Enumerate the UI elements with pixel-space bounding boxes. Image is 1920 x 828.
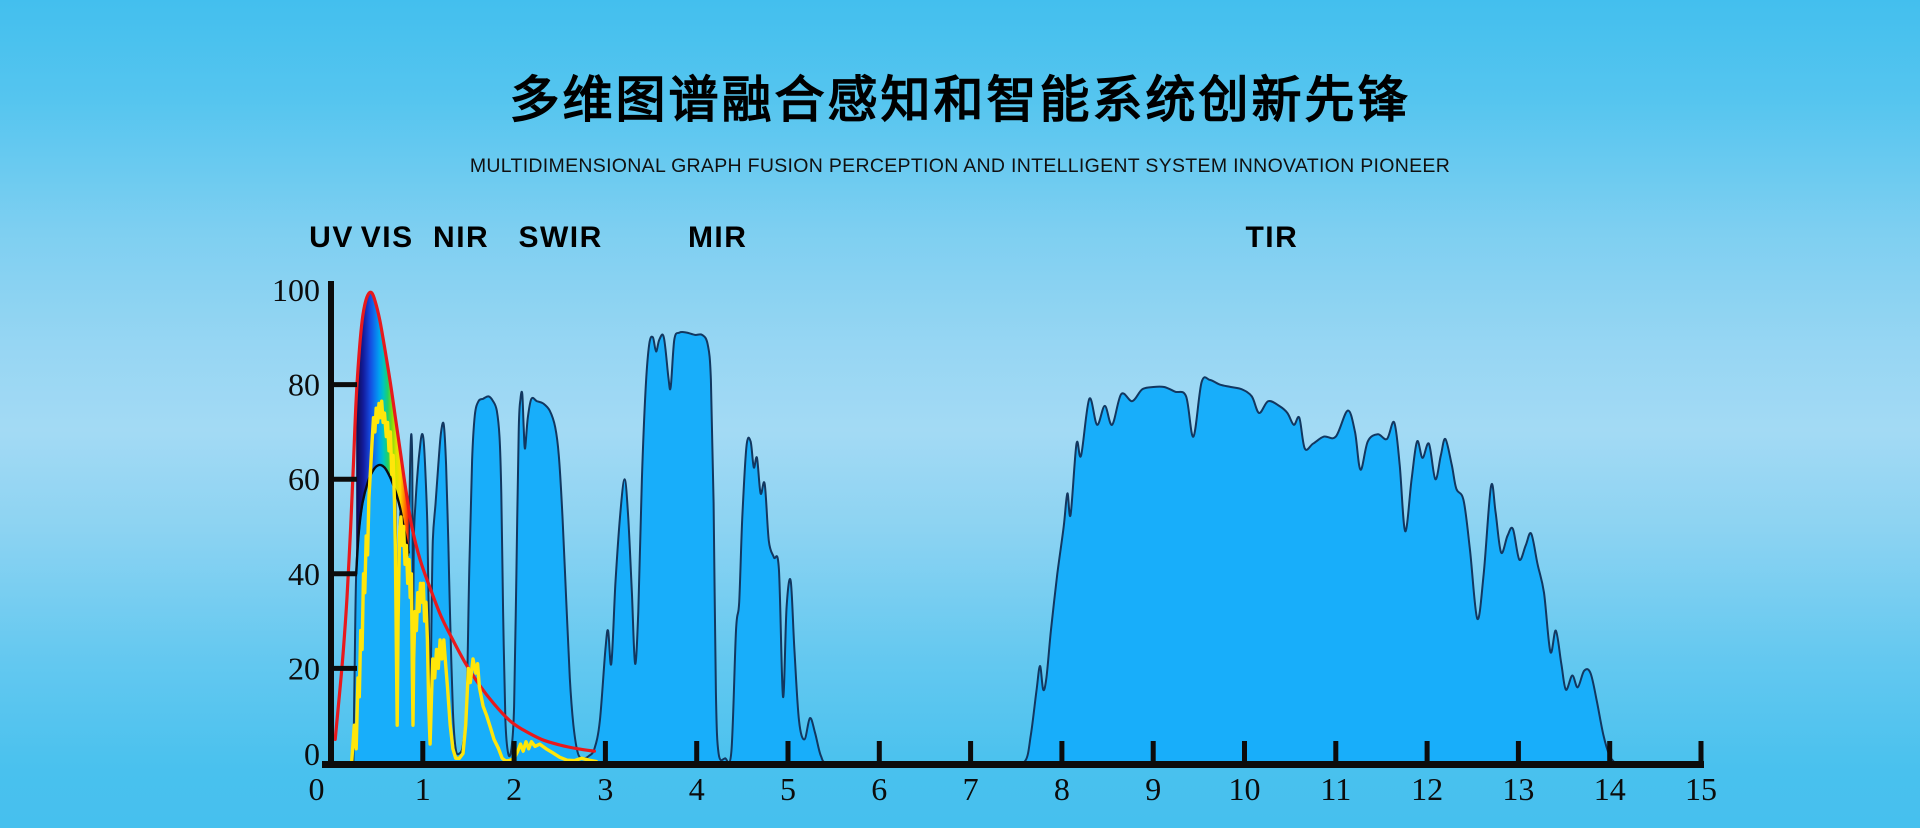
x-tick-label: 2 xyxy=(506,771,522,807)
band-label-swir: SWIR xyxy=(518,221,602,254)
y-tick-label: 60 xyxy=(288,461,320,497)
y-tick-label: 40 xyxy=(288,556,320,592)
y-tick-label: 20 xyxy=(288,650,320,686)
x-tick-label: 7 xyxy=(963,771,979,807)
blackbody-curve xyxy=(333,290,596,753)
band-label-tir: TIR xyxy=(1245,221,1298,254)
x-tick-label: 3 xyxy=(597,771,613,807)
x-tick-label: 6 xyxy=(871,771,887,807)
subtitle: MULTIDIMENSIONAL GRAPH FUSION PERCEPTION… xyxy=(469,155,1451,177)
band-labels: UV VIS NIR SWIR MIR TIR xyxy=(309,221,1298,254)
x-tick-label: 13 xyxy=(1502,771,1534,807)
x-tick-label: 4 xyxy=(689,771,705,807)
main-title: 多维图谱融合感知和智能系统创新先锋 xyxy=(509,72,1411,128)
x-tick-label: 5 xyxy=(780,771,796,807)
x-tick-label: 10 xyxy=(1229,771,1261,807)
x-tick-label: 14 xyxy=(1594,771,1626,807)
x-tick-label: 11 xyxy=(1320,771,1351,807)
band-label-vis: VIS xyxy=(361,221,414,254)
x-tick-label: 1 xyxy=(415,771,431,807)
x-tick-label: 15 xyxy=(1685,771,1717,807)
visible-spectrum-band xyxy=(356,292,409,574)
band-label-uv: UV xyxy=(309,221,354,254)
x-tick-label: 8 xyxy=(1054,771,1070,807)
x-tick-label: 9 xyxy=(1145,771,1161,807)
y-tick-label: 100 xyxy=(272,272,320,308)
band-label-nir: NIR xyxy=(433,221,489,254)
x-tick-label: 0 xyxy=(309,771,325,807)
band-label-mir: MIR xyxy=(688,221,748,254)
solar-irradiance-curve xyxy=(349,399,598,765)
y-tick-label: 0 xyxy=(304,736,320,772)
y-tick-label: 80 xyxy=(288,367,320,403)
x-tick-label: 12 xyxy=(1411,771,1443,807)
transmission-area xyxy=(352,330,1617,765)
